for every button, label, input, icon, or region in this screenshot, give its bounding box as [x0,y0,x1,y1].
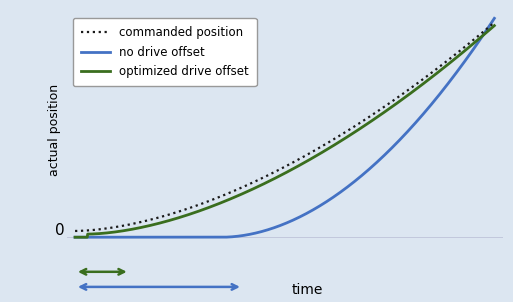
commanded position [242,185,248,188]
optimized drive offset [399,98,405,101]
no drive offset [399,136,405,139]
Text: 0: 0 [55,223,65,239]
commanded position [72,229,78,233]
Line: no drive offset: no drive offset [75,18,495,237]
Line: commanded position: commanded position [75,23,495,231]
no drive offset [360,173,366,176]
optimized drive offset [115,230,121,233]
optimized drive offset [72,235,78,239]
no drive offset [72,235,78,239]
Line: optimized drive offset: optimized drive offset [75,26,495,237]
commanded position [399,93,405,96]
commanded position [115,225,121,229]
commanded position [491,21,498,24]
Legend: commanded position, no drive offset, optimized drive offset: commanded position, no drive offset, opt… [73,18,256,86]
Y-axis label: actual position: actual position [48,84,61,176]
optimized drive offset [256,184,263,188]
no drive offset [115,235,121,239]
no drive offset [406,127,412,131]
commanded position [360,119,366,123]
optimized drive offset [360,125,366,128]
no drive offset [256,230,263,234]
Text: time: time [292,284,324,297]
no drive offset [491,17,498,20]
no drive offset [242,233,248,237]
commanded position [406,87,412,91]
optimized drive offset [406,92,412,96]
commanded position [256,178,263,181]
optimized drive offset [491,24,498,27]
optimized drive offset [242,191,248,194]
